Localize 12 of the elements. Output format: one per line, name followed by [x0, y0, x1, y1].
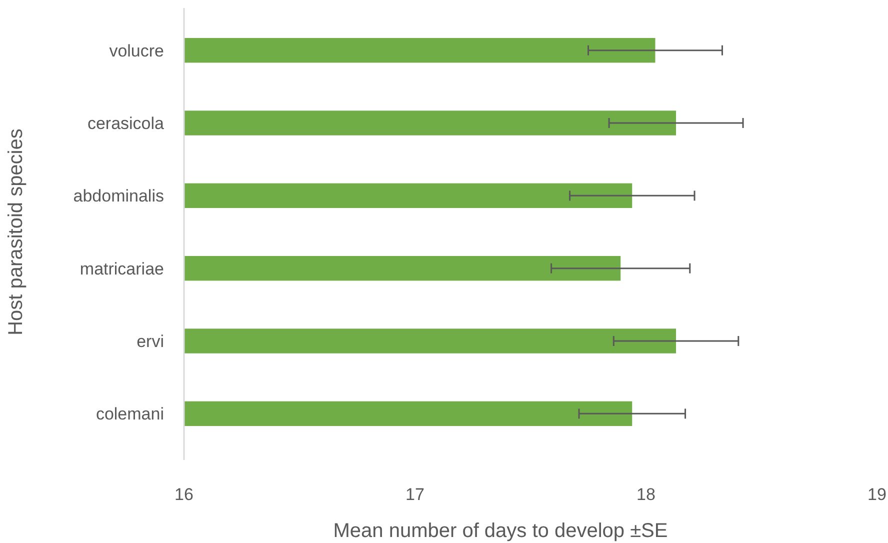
x-tick-label: 18 [636, 485, 656, 504]
x-axis-title: Mean number of days to develop ±SE [333, 520, 668, 542]
y-tick-label: cerasicola [87, 114, 165, 133]
y-tick-label: ervi [136, 332, 164, 351]
y-axis-title: Host parasitoid species [5, 128, 27, 336]
x-tick-label: 17 [406, 485, 424, 504]
y-tick-label: colemani [96, 404, 164, 424]
x-tick-label: 19 [868, 485, 886, 504]
y-tick-label: matricariae [80, 259, 164, 278]
y-tick-label: abdominalis [73, 186, 164, 206]
x-tick-label: 16 [174, 485, 194, 504]
y-tick-label: volucre [109, 41, 164, 60]
